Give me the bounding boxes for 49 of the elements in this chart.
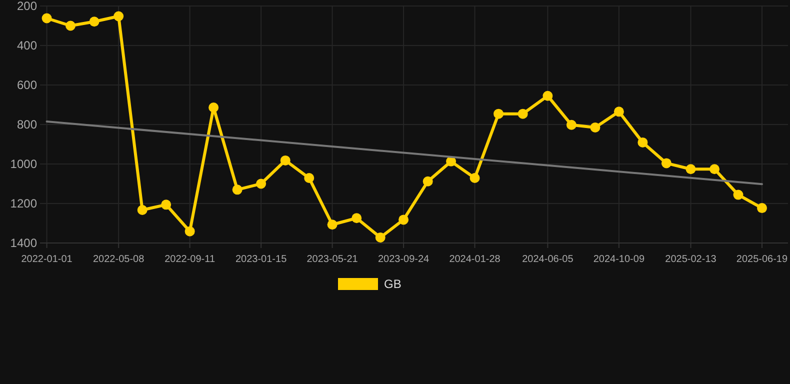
point [327, 220, 338, 230]
point [232, 184, 242, 195]
point [208, 102, 219, 113]
point [422, 176, 433, 186]
point [161, 200, 172, 210]
point [590, 122, 600, 132]
point [398, 214, 409, 225]
point [638, 137, 648, 148]
point [89, 16, 100, 27]
x-tick-label: 2022-05-08 [93, 254, 145, 265]
point [756, 203, 767, 214]
y-tick-label: 1200 [10, 196, 38, 211]
point [733, 190, 744, 200]
point [614, 106, 624, 117]
point [710, 164, 720, 174]
point [42, 13, 52, 24]
point [494, 108, 504, 119]
point [352, 213, 362, 224]
point [184, 226, 195, 236]
y-tick-label: 600 [16, 78, 38, 92]
y-tick-label: 1000 [10, 157, 38, 172]
point [137, 205, 148, 216]
x-tick-label: 2022-09-11 [164, 254, 216, 265]
legend-label: GB [384, 277, 402, 292]
y-tick-label: 400 [16, 38, 38, 53]
x-tick-label: 2024-01-28 [449, 254, 501, 265]
point [256, 178, 266, 189]
y-tick-label: 200 [16, 0, 38, 14]
point [114, 11, 124, 22]
y-tick-label: 800 [16, 118, 38, 132]
point [280, 155, 290, 166]
x-tick-label: 2023-09-24 [378, 254, 430, 265]
point [470, 173, 480, 184]
x-tick-label: 2023-01-15 [235, 254, 288, 265]
point [566, 120, 576, 130]
point [518, 108, 528, 119]
point [66, 20, 76, 31]
point [304, 173, 314, 184]
x-tick-label: 2022-01-01 [21, 254, 73, 265]
x-tick-label: 2024-10-09 [593, 254, 645, 265]
x-tick-label: 2025-06-19 [736, 254, 788, 265]
x-tick-label: 2023-05-21 [306, 254, 358, 265]
point [375, 232, 386, 242]
x-tick-label: 2025-02-13 [665, 254, 717, 265]
point [686, 164, 696, 174]
y-tick-label: 1400 [10, 236, 38, 250]
point [661, 158, 672, 168]
x-tick-label: 2024-06-05 [522, 254, 574, 265]
point [542, 90, 553, 101]
